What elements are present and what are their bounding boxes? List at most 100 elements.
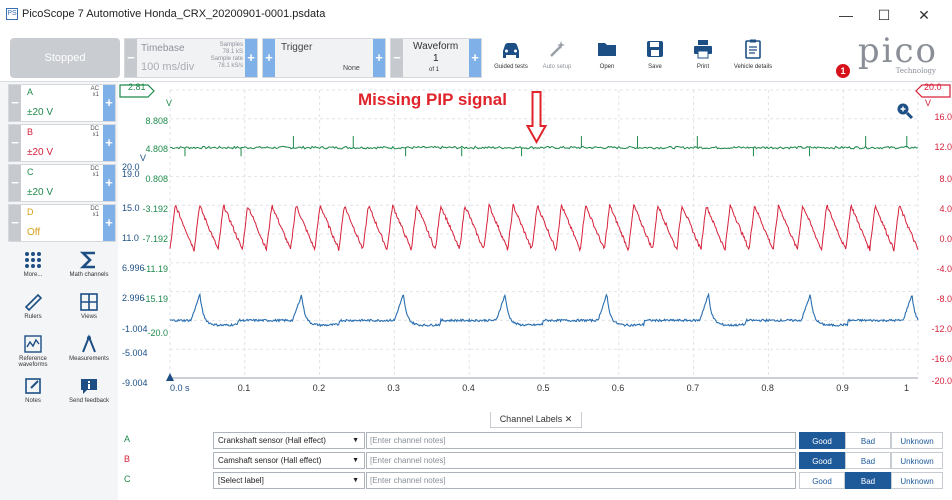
channel-b-range[interactable]: ±20 V [27, 147, 54, 158]
channel-c-probe[interactable]: x1 [92, 172, 99, 178]
more-button[interactable]: More... [8, 250, 58, 290]
minimize-button[interactable]: — [839, 7, 853, 23]
reference-waveforms-button[interactable]: Reference waveforms [8, 334, 58, 374]
channel-d-coupling[interactable]: DC [90, 206, 99, 212]
channel-c-unknown-button[interactable]: Unknown [891, 472, 943, 489]
channel-c-decrease-button[interactable]: − [9, 165, 21, 201]
guided-tests-button[interactable]: Guided tests [486, 36, 536, 78]
right-axis-label: -8.0 [936, 294, 952, 304]
channel-b-probe[interactable]: x1 [92, 132, 99, 138]
open-button[interactable]: Open [582, 36, 632, 78]
print-button[interactable]: Print [678, 36, 728, 78]
series-a-line [169, 145, 919, 150]
logo-word: pico [857, 31, 938, 71]
channel-a-good-button[interactable]: Good [799, 432, 845, 449]
channel-c-label-select[interactable]: [Select label] ▼ [213, 472, 365, 489]
timebase-value[interactable]: 100 ms/div [141, 61, 195, 73]
channel-a-coupling[interactable]: AC [90, 86, 99, 92]
waveform-label: Waveform [413, 41, 459, 52]
channel-b-label-select[interactable]: Camshaft sensor (Hall effect) ▼ [213, 452, 365, 469]
channel-d-range[interactable]: Off [27, 227, 41, 238]
rulers-label: Rulers [24, 314, 42, 320]
left-axis-label-green: 4.808 [145, 144, 168, 154]
waveform-number[interactable]: 1 [433, 53, 439, 64]
trigger-menu-button[interactable]: + [373, 39, 385, 77]
channel-a-label-select[interactable]: Crankshaft sensor (Hall effect) ▼ [213, 432, 365, 449]
timebase-control: − Timebase 100 ms/div Samples 78.1 kS Sa… [124, 38, 258, 78]
channel-a-decrease-button[interactable]: − [9, 85, 21, 121]
row-c-letter: C [124, 474, 131, 484]
timebase-increase-button[interactable]: + [245, 39, 257, 77]
clipboard-icon [745, 39, 761, 59]
waveform-count: of 1 [429, 67, 440, 73]
close-icon[interactable]: ✕ [564, 414, 573, 424]
waveform-control: − Waveform 1 of 1 + [390, 38, 482, 78]
scope-plot-area[interactable]: Missing PIP signal 2.81 V 20.0 V V 8.808 4.808… [118, 82, 952, 412]
channel-a-range[interactable]: ±20 V [27, 107, 54, 118]
measurements-button[interactable]: Measurements [64, 334, 114, 374]
channel-labels-tab[interactable]: Channel Labels ✕ [490, 412, 582, 428]
channel-b-control[interactable]: − B DC x1 ±20 V + [8, 124, 116, 162]
x-axis-tick-label: 0.9 [836, 383, 849, 393]
channel-b-decrease-button[interactable]: − [9, 125, 21, 161]
trigger-label: Trigger [281, 42, 313, 53]
dropdown-arrow-icon: ▼ [352, 457, 359, 464]
left-axis-label-black: 2.996 [122, 293, 145, 303]
send-feedback-button[interactable]: Send feedback [64, 376, 114, 416]
notification-badge[interactable]: 1 [836, 64, 850, 78]
waveform-previous-button[interactable]: − [391, 39, 403, 77]
channel-c-range[interactable]: ±20 V [27, 187, 54, 198]
channel-a-unknown-button[interactable]: Unknown [891, 432, 943, 449]
channel-c-notes-input[interactable]: [Enter channel notes] [366, 472, 796, 489]
channel-c-control[interactable]: − C DC x1 ±20 V + [8, 164, 116, 202]
channel-c-coupling[interactable]: DC [90, 166, 99, 172]
channel-b-increase-button[interactable]: + [103, 125, 115, 161]
save-button[interactable]: Save [630, 36, 680, 78]
views-button[interactable]: Views [64, 292, 114, 332]
math-channels-button[interactable]: Math channels [64, 250, 114, 290]
channel-c-bad-button[interactable]: Bad [845, 472, 891, 489]
channel-d-control[interactable]: − D DC x1 Off + [8, 204, 116, 242]
channel-b-unknown-button[interactable]: Unknown [891, 452, 943, 469]
channel-d-letter: D [27, 207, 34, 217]
trigger-increase-button[interactable]: + [263, 39, 275, 77]
waveform-next-button[interactable]: + [469, 39, 481, 77]
channel-d-probe[interactable]: x1 [92, 212, 99, 218]
channel-b-good-button[interactable]: Good [799, 452, 845, 469]
left-axis-label-green: -3.192 [142, 204, 168, 214]
timebase-decrease-button[interactable]: − [125, 39, 137, 77]
open-label: Open [599, 64, 615, 70]
missing-pip-annotation: Missing PIP signal [358, 90, 507, 109]
run-stop-button[interactable]: Stopped [10, 38, 120, 78]
channel-b-bad-button[interactable]: Bad [845, 452, 891, 469]
reference-waveform-icon [24, 335, 42, 353]
channel-label-row: A Crankshaft sensor (Hall effect) ▼ [Ente… [118, 432, 952, 450]
rulers-button[interactable]: Rulers [8, 292, 58, 332]
reference-waveforms-label: Reference waveforms [18, 356, 48, 368]
channel-a-notes-input[interactable]: [Enter channel notes] [366, 432, 796, 449]
channel-a-bad-button[interactable]: Bad [845, 432, 891, 449]
close-button[interactable]: ✕ [918, 7, 930, 23]
send-feedback-label: Send feedback [68, 398, 110, 404]
auto-setup-button[interactable]: Auto setup [532, 36, 582, 78]
channel-a-probe[interactable]: x1 [92, 92, 99, 98]
channel-b-notes-input[interactable]: [Enter channel notes] [366, 452, 796, 469]
channel-c-increase-button[interactable]: + [103, 165, 115, 201]
maximize-button[interactable]: ☐ [877, 7, 891, 23]
channel-c-good-button[interactable]: Good [799, 472, 845, 489]
channel-a-control[interactable]: − A AC x1 ±20 V + [8, 84, 116, 122]
trigger-mode[interactable]: None [343, 65, 360, 72]
print-label: Print [696, 64, 710, 70]
app-icon: PS [6, 8, 18, 20]
scope-chart[interactable] [118, 82, 952, 412]
channel-d-increase-button[interactable]: + [103, 205, 115, 241]
vehicle-details-button[interactable]: Vehicle details [728, 36, 778, 78]
channel-c-label-value: [Select label] [218, 476, 264, 485]
left-axis-label-green: -11.19 [143, 264, 168, 274]
notes-button[interactable]: Notes [8, 376, 58, 416]
zoom-icon[interactable] [896, 102, 914, 120]
samples-value[interactable]: 78.1 kS [222, 49, 243, 55]
channel-b-coupling[interactable]: DC [90, 126, 99, 132]
channel-a-increase-button[interactable]: + [103, 85, 115, 121]
channel-d-decrease-button[interactable]: − [9, 205, 21, 241]
